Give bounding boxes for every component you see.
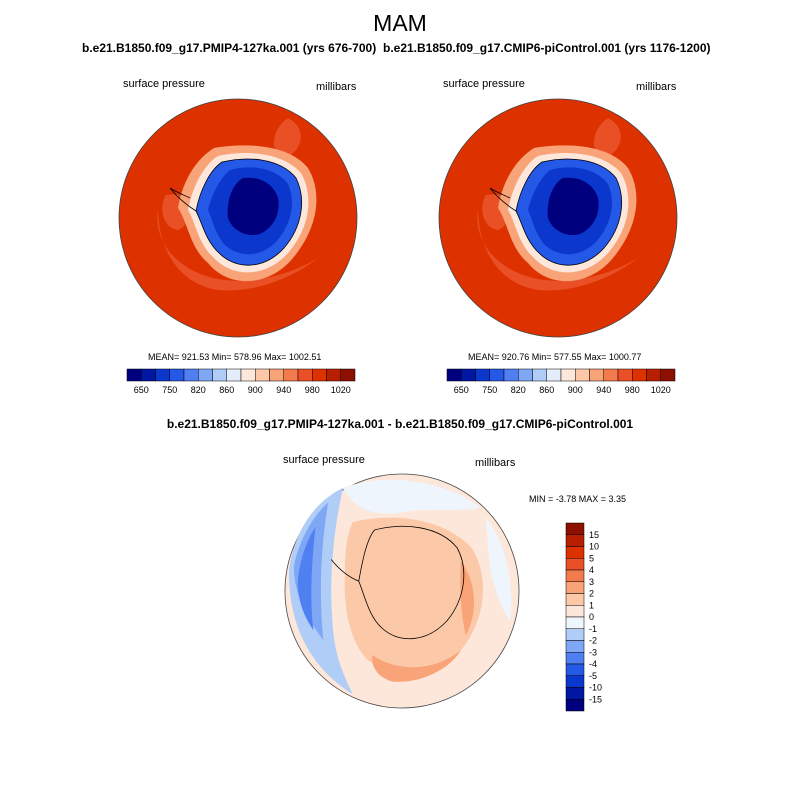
colorbar-swatch [565, 558, 585, 571]
colorbar-tick-label: 900 [248, 385, 263, 395]
colorbar-swatch [312, 368, 327, 382]
colorbar-swatch [240, 368, 256, 382]
left-panel-title: b.e21.B1850.f09_g17.PMIP4-127ka.001 (yrs… [82, 41, 377, 55]
colorbar-tick-label: 15 [589, 530, 599, 540]
right-surface-pressure-map [438, 98, 678, 338]
colorbar-swatch [565, 652, 585, 665]
colorbar-swatch [297, 368, 313, 382]
colorbar-tick-label: 1020 [651, 385, 671, 395]
colorbar-swatch [446, 368, 462, 382]
colorbar-swatch [255, 368, 270, 382]
colorbar-tick-label: 650 [134, 385, 149, 395]
right-variable-label: surface pressure [443, 78, 525, 90]
colorbar-swatch [565, 534, 585, 547]
difference-map [284, 473, 520, 709]
colorbar-swatch [269, 368, 284, 382]
colorbar-tick-label: 940 [276, 385, 291, 395]
colorbar-swatch [340, 368, 356, 382]
colorbar-swatch [632, 368, 647, 382]
colorbar-swatch [565, 699, 585, 712]
left-units-label: millibars [316, 81, 357, 93]
colorbar-swatch [503, 368, 519, 382]
colorbar-tick-label: -2 [589, 636, 597, 646]
colorbar-swatch [126, 368, 142, 382]
diff-units-label: millibars [475, 457, 516, 469]
right-panel-title: b.e21.B1850.f09_g17.CMIP6-piControl.001 … [383, 41, 711, 55]
colorbar-tick-label: -1 [589, 624, 597, 634]
colorbar-swatch [565, 616, 585, 629]
colorbar-tick-label: 1 [589, 600, 594, 610]
colorbar-swatch [565, 569, 585, 582]
colorbar-tick-label: -4 [589, 659, 597, 669]
left-variable-label: surface pressure [123, 78, 205, 90]
colorbar-swatch [183, 368, 199, 382]
left-surface-pressure-map [118, 98, 358, 338]
colorbar-tick-label: 4 [589, 565, 594, 575]
colorbar-swatch [141, 368, 156, 382]
colorbar-swatch [565, 628, 585, 641]
right-colorbar: 650 750 820 860 900 940 980 1020 [446, 368, 676, 395]
colorbar-swatch [283, 368, 299, 382]
colorbar-tick-label: 750 [482, 385, 497, 395]
colorbar-swatch [518, 368, 533, 382]
colorbar-tick-label: 900 [568, 385, 583, 395]
colorbar-swatch [660, 368, 676, 382]
colorbar-tick-label: -3 [589, 647, 597, 657]
colorbar-tick-label: 940 [596, 385, 611, 395]
right-stats: MEAN= 920.76 Min= 577.55 Max= 1000.77 [468, 352, 642, 362]
colorbar-tick-label: 860 [539, 385, 554, 395]
colorbar-tick-label: 750 [162, 385, 177, 395]
colorbar-tick-label: 2 [589, 589, 594, 599]
season-title: MAM [373, 10, 427, 36]
colorbar-tick-label: 860 [219, 385, 234, 395]
colorbar-tick-label: 820 [511, 385, 526, 395]
colorbar-swatch [475, 368, 490, 382]
colorbar-tick-label: 820 [191, 385, 206, 395]
colorbar-tick-label: 5 [589, 553, 594, 563]
colorbar-swatch [617, 368, 633, 382]
colorbar-swatch [489, 368, 505, 382]
colorbar-swatch [589, 368, 604, 382]
colorbar-tick-label: 980 [625, 385, 640, 395]
diff-variable-label: surface pressure [283, 454, 365, 466]
right-units-label: millibars [636, 81, 677, 93]
colorbar-swatch [565, 593, 585, 606]
colorbar-swatch [532, 368, 547, 382]
colorbar-swatch [461, 368, 476, 382]
colorbar-swatch [603, 368, 619, 382]
colorbar-tick-label: 3 [589, 577, 594, 587]
colorbar-tick-label: 980 [305, 385, 320, 395]
colorbar-swatch [560, 368, 576, 382]
colorbar-swatch [575, 368, 590, 382]
colorbar-swatch [565, 522, 585, 535]
colorbar-swatch [565, 663, 585, 676]
colorbar-swatch [565, 546, 585, 559]
colorbar-swatch [212, 368, 227, 382]
difference-panel-title: b.e21.B1850.f09_g17.PMIP4-127ka.001 - b.… [166, 417, 634, 431]
colorbar-tick-label: -5 [589, 671, 597, 681]
colorbar-swatch [646, 368, 661, 382]
colorbar-swatch [565, 605, 585, 618]
colorbar-tick-label: -10 [589, 683, 602, 693]
colorbar-tick-label: -15 [589, 694, 602, 704]
colorbar-swatch [546, 368, 562, 382]
left-colorbar: 650 750 820 860 900 940 980 1020 [126, 368, 356, 395]
colorbar-tick-label: 650 [454, 385, 469, 395]
colorbar-swatch [565, 581, 585, 594]
colorbar-swatch [226, 368, 242, 382]
colorbar-tick-label: 1020 [331, 385, 351, 395]
colorbar-swatch [326, 368, 341, 382]
colorbar-tick-label: 10 [589, 542, 599, 552]
colorbar-swatch [155, 368, 170, 382]
colorbar-swatch [565, 687, 585, 700]
colorbar-swatch [169, 368, 185, 382]
colorbar-swatch [198, 368, 213, 382]
colorbar-swatch [565, 675, 585, 688]
left-stats: MEAN= 921.53 Min= 578.96 Max= 1002.51 [148, 352, 322, 362]
colorbar-tick-label: 0 [589, 612, 594, 622]
diff-stats: MIN = -3.78 MAX = 3.35 [529, 494, 627, 504]
colorbar-swatch [565, 640, 585, 653]
